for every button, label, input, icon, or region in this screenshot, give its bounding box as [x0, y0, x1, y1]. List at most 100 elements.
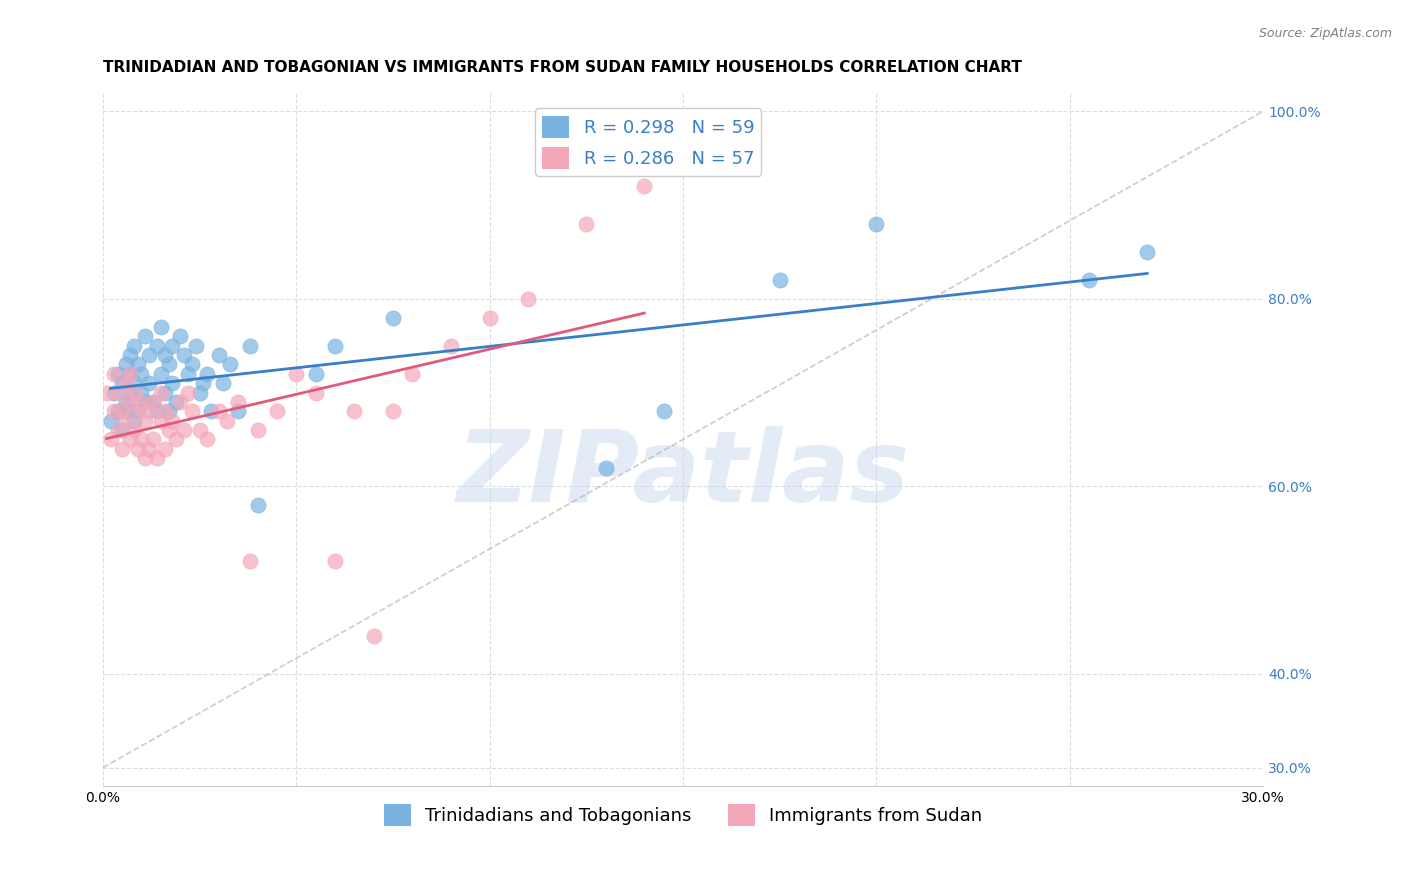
Point: [246, 498, 269, 512]
Point: [118, 348, 141, 362]
Text: Source: ZipAtlas.com: Source: ZipAtlas.com: [1258, 27, 1392, 40]
Point: [100, 414, 122, 428]
Point: [127, 442, 149, 456]
Point: [146, 451, 169, 466]
Point: [226, 404, 249, 418]
Point: [323, 554, 346, 568]
Point: [363, 629, 385, 643]
Point: [118, 367, 141, 381]
Point: [115, 376, 138, 391]
Point: [169, 395, 191, 409]
Point: [323, 339, 346, 353]
Point: [266, 404, 288, 418]
Point: [215, 414, 238, 428]
Point: [381, 310, 404, 325]
Point: [122, 339, 145, 353]
Point: [162, 376, 184, 391]
Point: [142, 433, 165, 447]
Point: [575, 217, 598, 231]
Point: [111, 376, 134, 391]
Point: [138, 348, 160, 362]
Point: [115, 414, 138, 428]
Point: [111, 423, 134, 437]
Point: [865, 217, 887, 231]
Point: [173, 348, 195, 362]
Point: [142, 395, 165, 409]
Point: [107, 385, 129, 400]
Point: [149, 414, 172, 428]
Text: TRINIDADIAN AND TOBAGONIAN VS IMMIGRANTS FROM SUDAN FAMILY HOUSEHOLDS CORRELATIO: TRINIDADIAN AND TOBAGONIAN VS IMMIGRANTS…: [103, 60, 1022, 75]
Point: [142, 395, 165, 409]
Point: [138, 404, 160, 418]
Point: [246, 423, 269, 437]
Text: ZIPatlas: ZIPatlas: [457, 425, 910, 523]
Point: [149, 367, 172, 381]
Point: [200, 404, 222, 418]
Point: [239, 554, 262, 568]
Point: [208, 348, 231, 362]
Point: [239, 339, 262, 353]
Point: [115, 358, 138, 372]
Point: [115, 404, 138, 418]
Point: [131, 395, 153, 409]
Point: [122, 376, 145, 391]
Point: [517, 292, 540, 306]
Point: [122, 423, 145, 437]
Point: [138, 442, 160, 456]
Point: [304, 385, 326, 400]
Point: [193, 376, 215, 391]
Point: [195, 367, 218, 381]
Point: [440, 339, 463, 353]
Point: [188, 385, 211, 400]
Point: [188, 423, 211, 437]
Point: [633, 179, 655, 194]
Point: [138, 376, 160, 391]
Point: [157, 358, 180, 372]
Point: [153, 385, 176, 400]
Point: [122, 414, 145, 428]
Point: [169, 329, 191, 343]
Point: [131, 433, 153, 447]
Point: [146, 339, 169, 353]
Point: [157, 423, 180, 437]
Point: [184, 339, 207, 353]
Point: [343, 404, 366, 418]
Point: [401, 367, 423, 381]
Point: [177, 385, 200, 400]
Point: [131, 385, 153, 400]
Point: [180, 404, 202, 418]
Point: [134, 395, 156, 409]
Point: [162, 339, 184, 353]
Point: [381, 404, 404, 418]
Point: [131, 367, 153, 381]
Point: [118, 385, 141, 400]
Point: [118, 433, 141, 447]
Point: [180, 358, 202, 372]
Point: [149, 319, 172, 334]
Point: [652, 404, 675, 418]
Point: [122, 385, 145, 400]
Point: [146, 404, 169, 418]
Point: [208, 404, 231, 418]
Point: [134, 414, 156, 428]
Point: [134, 329, 156, 343]
Point: [153, 348, 176, 362]
Point: [96, 385, 118, 400]
Point: [118, 395, 141, 409]
Point: [285, 367, 308, 381]
Point: [103, 385, 125, 400]
Point: [478, 310, 501, 325]
Point: [595, 460, 617, 475]
Point: [165, 395, 187, 409]
Point: [103, 404, 125, 418]
Point: [127, 358, 149, 372]
Point: [162, 414, 184, 428]
Legend: Trinidadians and Tobagonians, Immigrants from Sudan: Trinidadians and Tobagonians, Immigrants…: [377, 797, 990, 833]
Point: [111, 404, 134, 418]
Point: [177, 367, 200, 381]
Point: [219, 358, 242, 372]
Point: [115, 395, 138, 409]
Point: [134, 451, 156, 466]
Point: [118, 367, 141, 381]
Point: [107, 423, 129, 437]
